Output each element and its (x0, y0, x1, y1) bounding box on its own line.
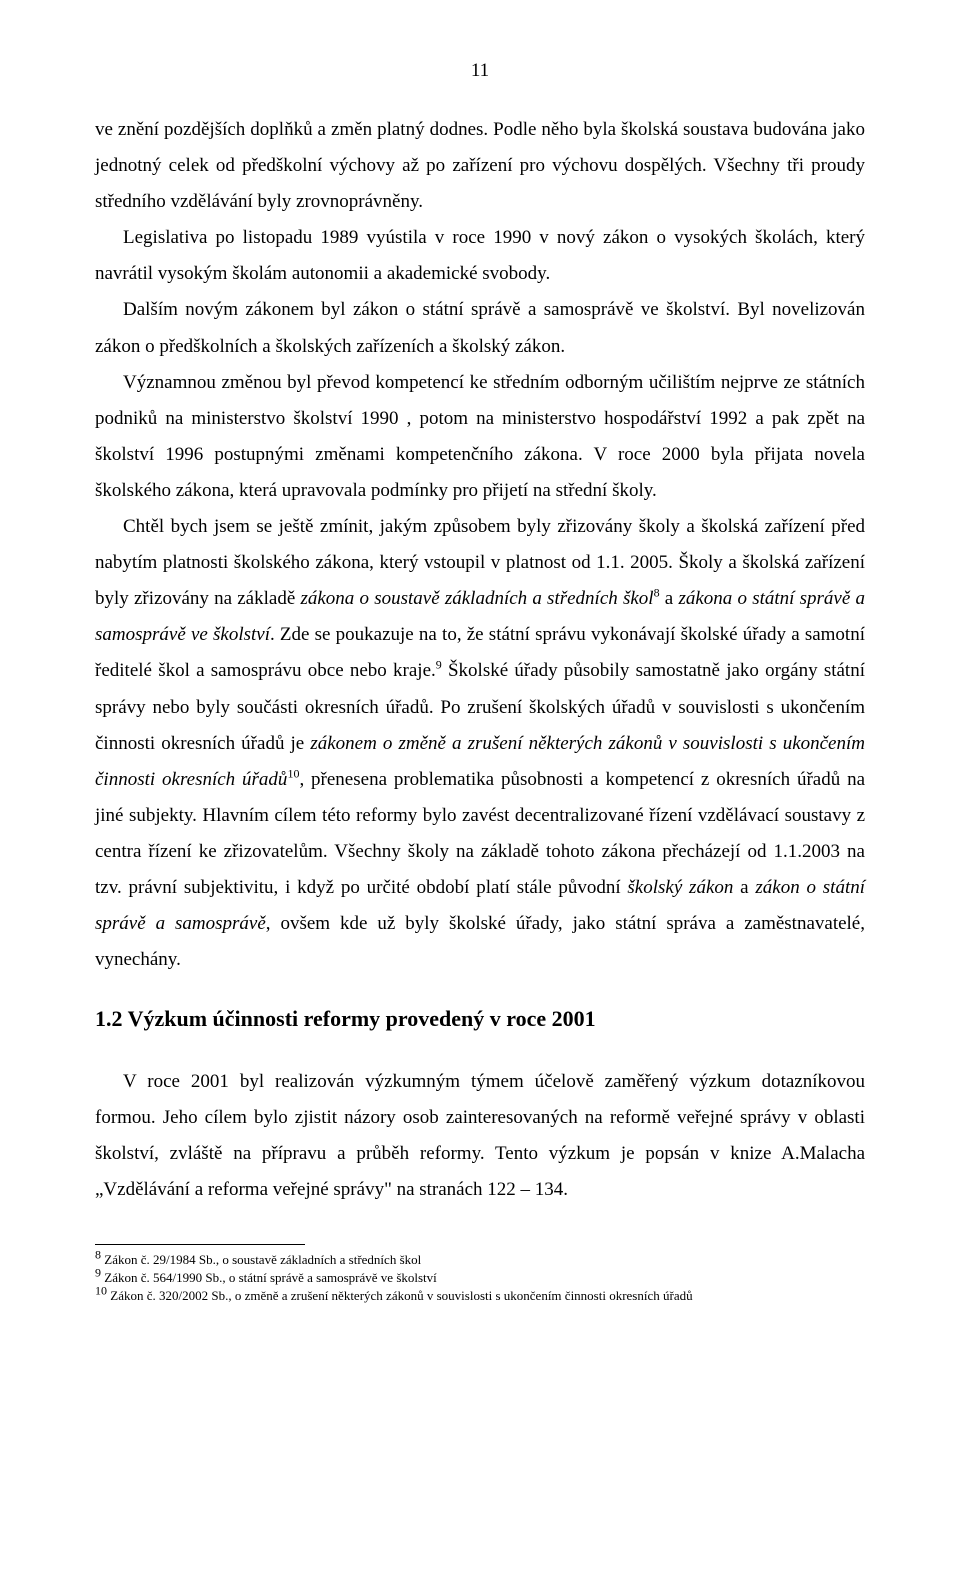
paragraph-3: Významnou změnou byl převod kompetencí k… (95, 365, 865, 509)
p4-italic-1: zákona o soustavě základních a středních… (300, 588, 653, 609)
page-number: 11 (95, 60, 865, 82)
paragraph-2: Dalším novým zákonem byl zákon o státní … (95, 292, 865, 364)
p2: Dalším novým zákonem byl zákon o státní … (95, 299, 865, 356)
p5: V roce 2001 byl realizován výzkumným tým… (95, 1071, 865, 1200)
footnote-10-mark: 10 (95, 1283, 107, 1297)
body-text: ve znění pozdějších doplňků a změn platn… (95, 112, 865, 1208)
p3: Významnou změnou byl převod kompetencí k… (95, 372, 865, 501)
footnote-9-text: Zákon č. 564/1990 Sb., o státní správě a… (101, 1270, 437, 1285)
footnote-10: 10 Zákon č. 320/2002 Sb., o změně a zruš… (95, 1287, 865, 1305)
p4f: a (733, 877, 755, 898)
footnotes: 8 Zákon č. 29/1984 Sb., o soustavě zákla… (95, 1251, 865, 1304)
paragraph-1: ve znění pozdějších doplňků a změn platn… (95, 112, 865, 220)
footnote-9: 9 Zákon č. 564/1990 Sb., o státní správě… (95, 1269, 865, 1287)
paragraph-4: Chtěl bych jsem se ještě zmínit, jakým z… (95, 509, 865, 978)
paragraph-1b: Legislativa po listopadu 1989 vyústila v… (95, 220, 865, 292)
footnote-separator (95, 1244, 305, 1245)
paragraph-5: V roce 2001 byl realizován výzkumným tým… (95, 1064, 865, 1208)
footnote-8-text: Zákon č. 29/1984 Sb., o soustavě základn… (101, 1252, 421, 1267)
p1b: Legislativa po listopadu 1989 vyústila v… (95, 227, 865, 284)
p4b: a (660, 588, 679, 609)
p4-italic-4: školský zákon (627, 877, 733, 898)
footnote-8: 8 Zákon č. 29/1984 Sb., o soustavě zákla… (95, 1251, 865, 1269)
footnote-10-text: Zákon č. 320/2002 Sb., o změně a zrušení… (107, 1288, 693, 1303)
p1a: ve znění pozdějších doplňků a změn platn… (95, 119, 865, 212)
footnote-ref-10: 10 (287, 766, 299, 780)
section-heading: 1.2 Výzkum účinnosti reformy provedený v… (95, 998, 865, 1040)
